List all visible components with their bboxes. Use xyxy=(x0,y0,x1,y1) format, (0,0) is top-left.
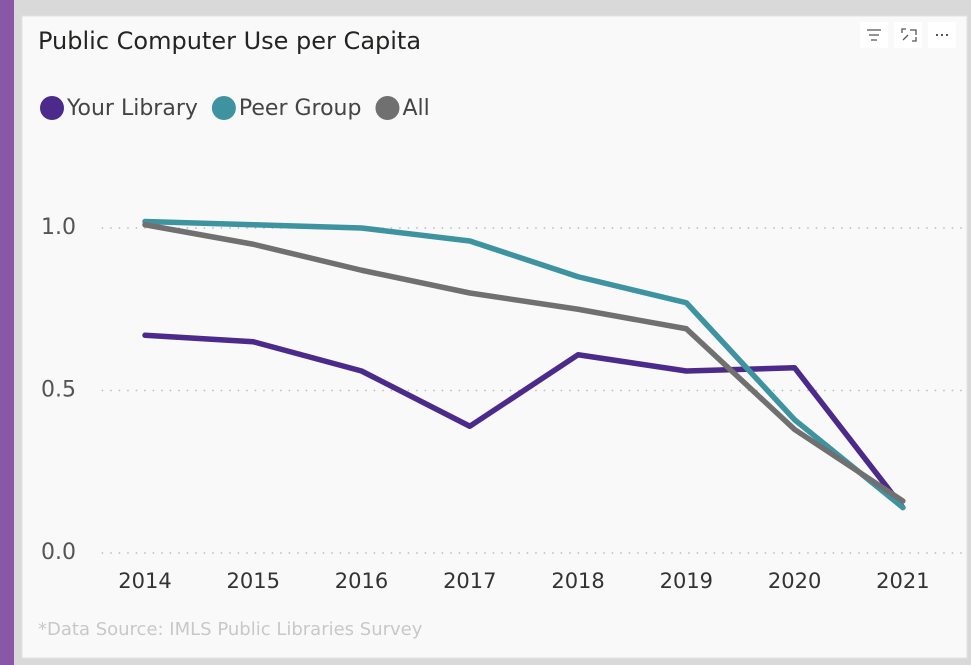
legend-swatch xyxy=(375,96,400,120)
toolbar[interactable] xyxy=(860,22,956,48)
filter-icon xyxy=(867,29,881,41)
series-line xyxy=(142,222,906,504)
focus-icon xyxy=(901,28,917,42)
legend-label: Peer Group xyxy=(239,96,362,121)
y-tick-label: 0.5 xyxy=(41,378,76,403)
x-tick-label: 2020 xyxy=(768,569,821,593)
series-line xyxy=(142,332,906,511)
legend-swatch xyxy=(211,96,236,120)
x-tick-label: 2015 xyxy=(227,569,280,593)
x-tick-label: 2016 xyxy=(335,569,388,593)
x-tick-label: 2017 xyxy=(443,569,496,593)
y-tick-label: 0.0 xyxy=(41,540,76,565)
series-line xyxy=(142,218,906,511)
legend-swatch xyxy=(40,96,64,120)
y-tick-label: 1.0 xyxy=(41,215,76,240)
x-tick-label: 2014 xyxy=(118,569,171,593)
chart-title: Public Computer Use per Capita xyxy=(38,27,421,55)
side-strip xyxy=(0,0,14,665)
x-tick-label: 2018 xyxy=(551,569,604,593)
legend-label: All xyxy=(402,96,429,121)
x-tick-label: 2021 xyxy=(876,569,929,593)
legend-label: Your Library xyxy=(66,96,198,121)
x-tick-label: 2019 xyxy=(660,569,713,593)
footnote: *Data Source: IMLS Public Libraries Surv… xyxy=(38,619,423,640)
